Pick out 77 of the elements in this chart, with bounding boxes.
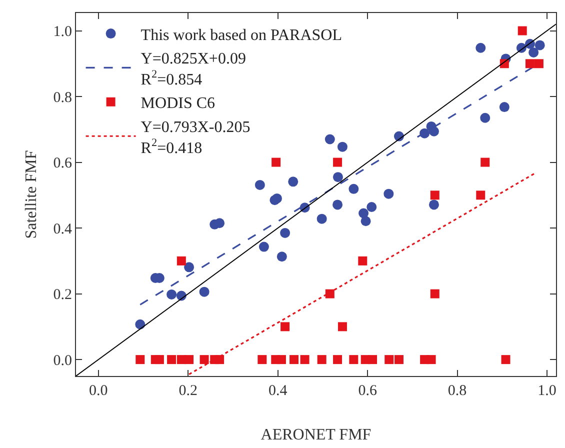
point (333, 355, 342, 364)
point (337, 142, 348, 152)
point (384, 355, 394, 364)
point (349, 355, 358, 364)
point (166, 289, 177, 300)
x-axis-title: AERONET FMF (260, 426, 372, 444)
point (499, 102, 510, 112)
point (215, 355, 224, 364)
point (332, 200, 343, 210)
point (176, 256, 186, 266)
point (338, 322, 347, 332)
point (325, 289, 334, 298)
legend-label: Y=0.793X-0.205 R$^{2}$=0.418 (140, 118, 250, 157)
point (360, 216, 371, 226)
point (501, 355, 510, 364)
point (288, 176, 298, 187)
x-tick-label: 0.8 (448, 383, 467, 399)
legend-label: MODIS C6 (140, 95, 216, 112)
point (167, 355, 176, 364)
y-tick-label: 0.0 (53, 352, 72, 369)
point (384, 188, 394, 199)
x-tick-label: 1.0 (538, 383, 556, 399)
point (333, 158, 342, 167)
y-axis-title: Satellite FMF (23, 150, 40, 239)
point (135, 319, 146, 330)
point (272, 158, 281, 167)
x-tick-label: 0.2 (178, 383, 198, 399)
point (358, 256, 368, 266)
point (317, 355, 326, 364)
point (154, 355, 164, 364)
x-tick-label: 0.6 (358, 383, 378, 399)
y-tick-label: 0.4 (53, 221, 72, 238)
point (184, 355, 194, 364)
point (136, 355, 145, 364)
legend-label: This work based on PARASOL (140, 26, 342, 44)
point (290, 355, 299, 364)
point (426, 355, 436, 364)
point (534, 40, 545, 50)
point (394, 355, 404, 364)
x-tick-label: 0.0 (89, 383, 108, 399)
y-tick-label: 0.2 (53, 287, 72, 304)
y-tick-label: 1.0 (53, 24, 72, 40)
point (430, 289, 440, 298)
point (428, 126, 439, 136)
x-tick-label: 0.4 (268, 383, 288, 399)
point (258, 355, 267, 364)
point (276, 355, 286, 364)
point (184, 262, 194, 272)
point (430, 190, 440, 200)
point (332, 172, 343, 182)
point (324, 134, 335, 144)
point (280, 228, 290, 238)
point (480, 112, 490, 123)
point (300, 355, 310, 364)
y-tick-label: 0.8 (53, 90, 72, 106)
point (316, 214, 327, 224)
point (368, 355, 378, 364)
point (276, 252, 287, 262)
point (280, 322, 290, 332)
point (199, 286, 210, 297)
point (348, 184, 359, 194)
point (480, 158, 490, 167)
point (476, 42, 486, 53)
point (518, 26, 527, 36)
point (258, 242, 269, 252)
point (200, 355, 209, 364)
point (358, 208, 369, 218)
point (534, 59, 544, 68)
point (525, 59, 534, 68)
point (214, 218, 225, 228)
point (528, 47, 539, 58)
point (366, 202, 377, 212)
point (476, 190, 486, 200)
point (428, 200, 439, 210)
y-tick-label: 0.6 (53, 156, 72, 172)
point (254, 180, 265, 190)
legend-label: Y=0.825X+0.09 R$^{2}$=0.854 (140, 50, 246, 88)
